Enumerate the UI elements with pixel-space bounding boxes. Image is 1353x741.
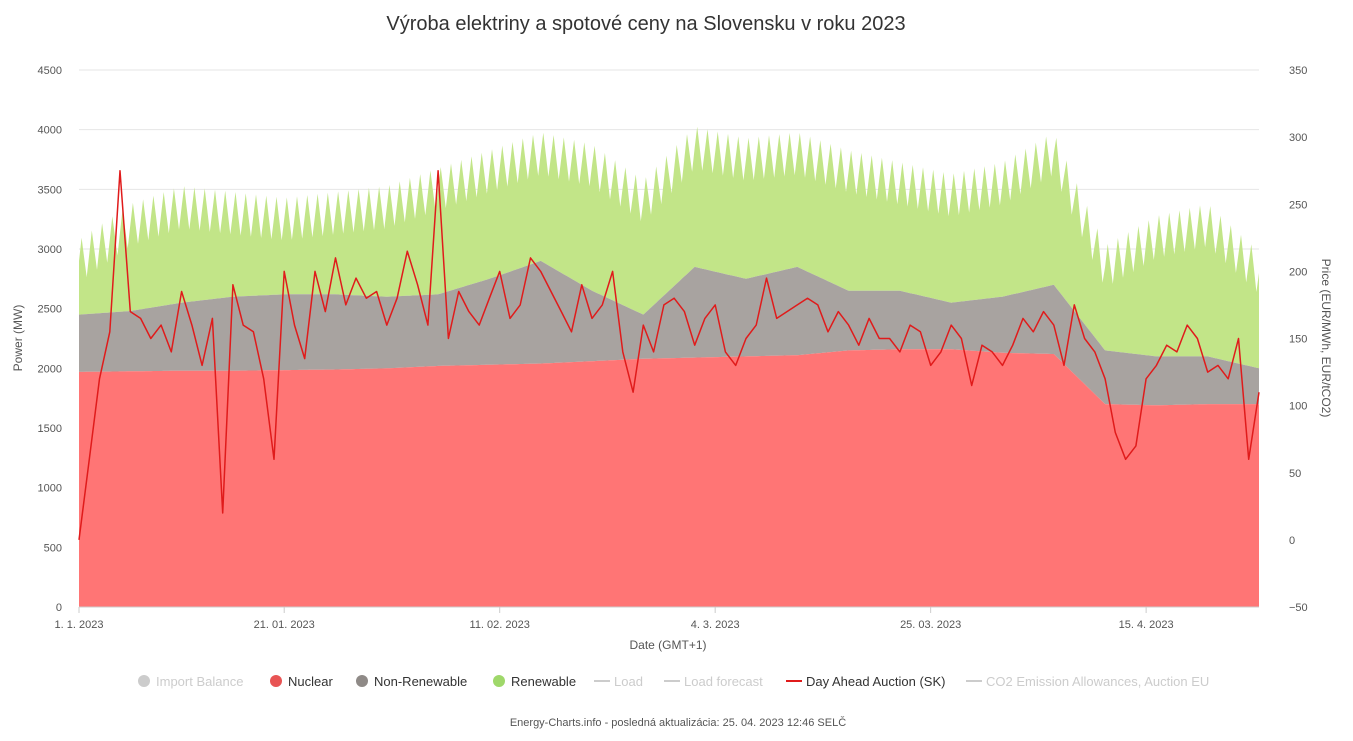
y-right-tick-label: 50 [1289, 468, 1301, 480]
x-tick-label: 4. 3. 2023 [691, 619, 740, 631]
y-left-tick-label: 4000 [38, 125, 62, 137]
x-tick-label: 25. 03. 2023 [900, 619, 961, 631]
y-left-tick-label: 1500 [38, 423, 62, 435]
y-left-tick-label: 500 [44, 542, 62, 554]
legend-item-label: CO2 Emission Allowances, Auction EU [986, 674, 1209, 689]
axis-layer: 0 500 1000 1500 2000 2500 3000 3500 4000 4500 −50 0… [38, 65, 1308, 631]
footer-text: Energy-Charts.info - posledná aktualizác… [510, 716, 846, 729]
legend-symbol-dot [270, 675, 282, 687]
y-right-tick-label: 300 [1289, 132, 1307, 144]
legend-symbol-dot [356, 675, 368, 687]
y-axis-right-title: Price (EUR/MWh, EUR/tCO2) [1319, 259, 1333, 418]
legend-item-label: Import Balance [156, 674, 243, 689]
y-left-tick-label: 1000 [38, 483, 62, 495]
legend-item-label: Load [614, 674, 643, 689]
day-ahead-auction-line [78, 169, 1260, 540]
y-left-tick-label: 2500 [38, 304, 62, 316]
y-left-tick-label: 0 [56, 602, 62, 614]
y-right-tick-label: 0 [1289, 535, 1295, 547]
x-axis-title: Date (GMT+1) [629, 638, 706, 652]
legend-item-label: Non-Renewable [374, 674, 467, 689]
y-left-tick-label: 3500 [38, 184, 62, 196]
y-left-tick-label: 2000 [38, 363, 62, 375]
y-right-tick-label: 100 [1289, 401, 1307, 413]
x-tick-label: 1. 1. 2023 [55, 619, 104, 631]
x-tick-label: 15. 4. 2023 [1119, 619, 1174, 631]
legend-item-label: Day Ahead Auction (SK) [806, 674, 945, 689]
nuclear-area [79, 349, 1259, 607]
legend-symbol-dot [493, 675, 505, 687]
x-tick-label: 11. 02. 2023 [470, 619, 530, 631]
legend-symbol-dot [138, 675, 150, 687]
x-tick-label: 21. 01. 2023 [254, 619, 315, 631]
y-axis-left-title: Power (MW) [11, 305, 25, 372]
legend-item-label: Renewable [511, 674, 576, 689]
legend: Import Balance Nuclear Non-Renewable Renewa… [138, 674, 1209, 689]
y-right-tick-label: 150 [1289, 334, 1307, 346]
area-layer [79, 126, 1259, 607]
y-right-tick-label: 250 [1289, 199, 1307, 211]
y-right-tick-label: 200 [1289, 266, 1307, 278]
legend-item-label: Nuclear [288, 674, 333, 689]
legend-item-label: Load forecast [684, 674, 763, 689]
y-left-tick-label: 3000 [38, 244, 62, 256]
y-left-tick-label: 4500 [38, 65, 62, 77]
non-renewable-area [79, 260, 1259, 406]
renewable-area [79, 126, 1259, 369]
chart-title: Výroba elektriny a spotové ceny na Slove… [386, 13, 905, 35]
y-right-tick-label: −50 [1289, 602, 1308, 614]
y-right-tick-label: 350 [1289, 65, 1307, 77]
line-layer [78, 169, 1260, 540]
